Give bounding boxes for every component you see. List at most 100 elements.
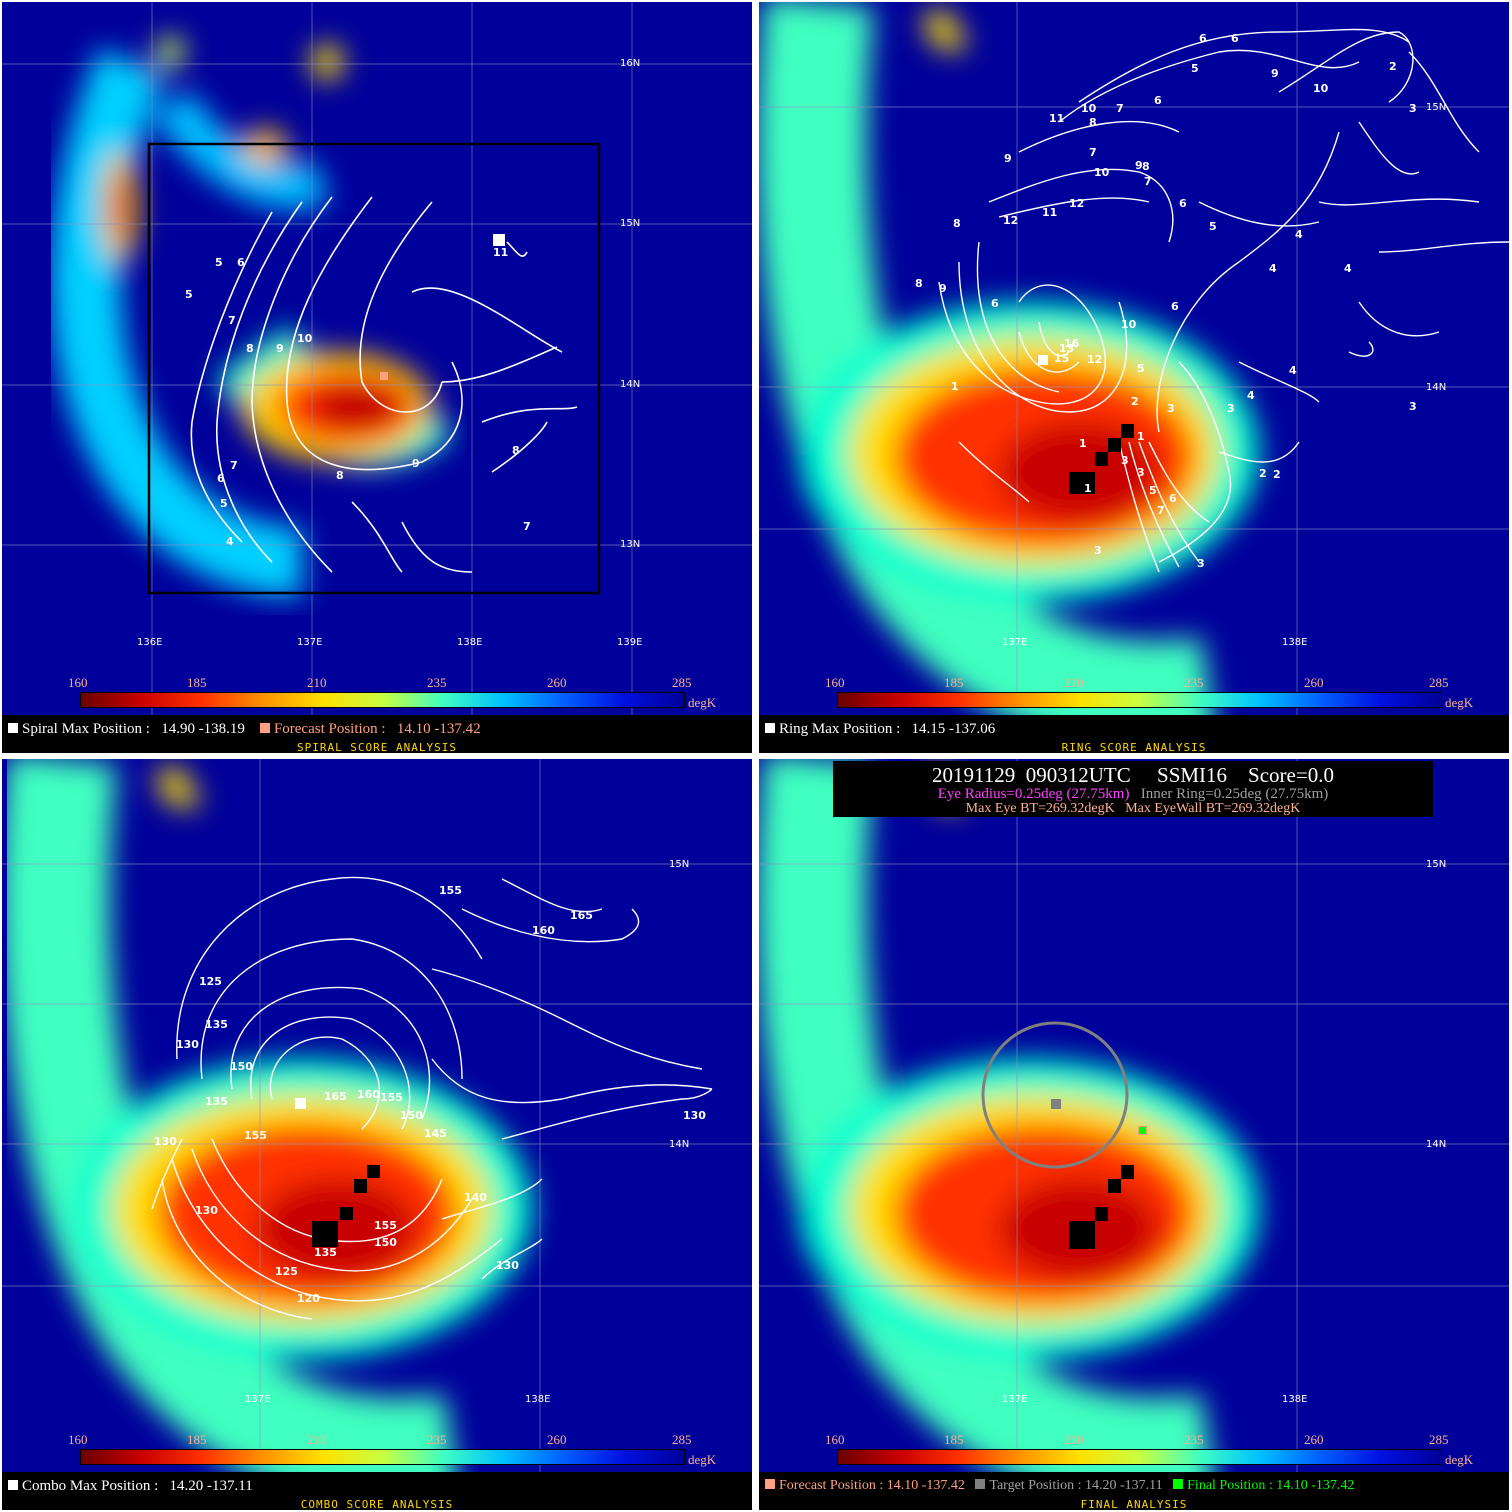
cbar-tick: 235 bbox=[427, 1432, 447, 1447]
contour-label: 11 bbox=[1049, 112, 1064, 125]
contour-label: 6 bbox=[1179, 197, 1187, 210]
contour-label: 10 bbox=[1313, 82, 1329, 95]
contour-label: 12 bbox=[1087, 353, 1102, 366]
cbar-unit: degK bbox=[1445, 1452, 1474, 1467]
contour-label: 6 bbox=[1171, 300, 1179, 313]
contour-label: 10 bbox=[1121, 318, 1137, 331]
contour-label: 3 bbox=[1409, 400, 1417, 413]
cbar-tick: 210 bbox=[1064, 675, 1084, 690]
contour-label: 4 bbox=[1289, 364, 1297, 377]
colorbar bbox=[837, 692, 1442, 708]
contour-label: 150 bbox=[230, 1060, 253, 1073]
contour-label: 5 bbox=[1209, 220, 1217, 233]
cbar-tick: 285 bbox=[672, 675, 692, 690]
inner-ring-circle bbox=[981, 1021, 1129, 1169]
ring-title: RING SCORE ANALYSIS bbox=[1061, 741, 1207, 753]
contour-label: 135 bbox=[205, 1018, 228, 1031]
colorbar bbox=[80, 692, 685, 708]
contour-label: 6 bbox=[1199, 32, 1207, 45]
contour-label: 3 bbox=[1197, 557, 1205, 570]
lat-label: 14N bbox=[620, 379, 641, 390]
contour-label: 5 bbox=[215, 256, 223, 269]
contour-label: 5 bbox=[1149, 484, 1157, 497]
contour-label: 9 bbox=[1271, 67, 1279, 80]
ring-max-marker bbox=[1038, 355, 1048, 365]
contour-label: 2 bbox=[1259, 467, 1267, 480]
combo-contours bbox=[151, 876, 713, 1320]
square-icon bbox=[259, 723, 270, 733]
cbar-tick: 160 bbox=[825, 675, 845, 690]
contour-label: 6 bbox=[217, 472, 225, 485]
contour-label: 10 bbox=[1094, 166, 1110, 179]
forecast-marker bbox=[380, 372, 388, 380]
lon-label: 138E bbox=[525, 1394, 551, 1405]
contour-label: 165 bbox=[570, 909, 593, 922]
contour-label: 15 bbox=[1054, 352, 1069, 365]
contour-label: 8 bbox=[512, 444, 520, 457]
lat-label: 15N bbox=[1426, 102, 1447, 113]
combo-title: COMBO SCORE ANALYSIS bbox=[300, 1498, 454, 1510]
lon-label: 137E bbox=[1002, 1394, 1028, 1405]
header-line: 20191129 090312UTC SSMI16 Score=0.0 bbox=[932, 763, 1334, 787]
spiral-max-value: 14.90 -138.19 bbox=[161, 721, 245, 737]
spiral-max-marker bbox=[493, 234, 505, 246]
contour-label: 2 bbox=[1273, 468, 1281, 481]
combo-max-marker bbox=[295, 1098, 306, 1109]
final-map bbox=[759, 759, 1509, 1472]
contour-label: 5 bbox=[220, 497, 228, 510]
contour-label: 10 bbox=[1081, 102, 1097, 115]
contour-label: 155 bbox=[374, 1219, 397, 1232]
contour-label: 130 bbox=[496, 1259, 519, 1272]
contour-label: 1 bbox=[1079, 437, 1087, 450]
target-marker bbox=[1051, 1099, 1061, 1109]
lon-label: 137E bbox=[1002, 637, 1028, 648]
contour-label: 8 bbox=[953, 217, 961, 230]
final-panel: 20191129 090312UTC SSMI16 Score=0.0 Eye … bbox=[759, 759, 1509, 1510]
contour-label: 2 bbox=[1131, 395, 1139, 408]
contour-label: 130 bbox=[195, 1204, 218, 1217]
combo-max-label: Combo Max Position : bbox=[22, 1478, 159, 1494]
contour-label: 8 bbox=[1089, 116, 1097, 129]
combo-max-value: 14.20 -137.11 bbox=[169, 1478, 253, 1494]
contour-label: 8 bbox=[1142, 160, 1150, 173]
contour-label: 120 bbox=[297, 1292, 320, 1305]
contour-label: 125 bbox=[275, 1265, 298, 1278]
contour-label: 5 bbox=[1191, 62, 1199, 75]
spiral-footer: Spiral Max Position : 14.90 -138.19 Fore… bbox=[2, 715, 752, 753]
contour-label: 165 bbox=[324, 1090, 347, 1103]
cbar-tick: 235 bbox=[1184, 1432, 1204, 1447]
contour-label: 6 bbox=[237, 256, 245, 269]
ring-max-value: 14.15 -137.06 bbox=[911, 721, 996, 737]
contour-label: 155 bbox=[244, 1129, 267, 1142]
cbar-tick: 260 bbox=[1304, 675, 1324, 690]
contour-label: 4 bbox=[1344, 262, 1352, 275]
cbar-tick: 285 bbox=[1429, 1432, 1449, 1447]
contour-label: 4 bbox=[1269, 262, 1277, 275]
lon-label: 136E bbox=[137, 637, 163, 648]
contour-label: 150 bbox=[400, 1109, 423, 1122]
contour-label: 3 bbox=[1167, 402, 1175, 415]
contour-label: 7 bbox=[1144, 175, 1152, 188]
final-forecast-label: Forecast Position : 14.10 -137.42 bbox=[779, 1478, 965, 1493]
contour-label: 7 bbox=[1157, 504, 1165, 517]
lon-label: 137E bbox=[297, 637, 323, 648]
contour-label: 4 bbox=[1247, 389, 1255, 402]
contour-label: 160 bbox=[357, 1088, 380, 1101]
ring-max-label: Ring Max Position : bbox=[779, 721, 901, 737]
contour-label: 7 bbox=[228, 314, 236, 327]
cbar-tick: 210 bbox=[307, 1432, 327, 1447]
cbar-tick: 210 bbox=[1064, 1432, 1084, 1447]
cbar-tick: 185 bbox=[944, 675, 964, 690]
cbar-tick: 235 bbox=[1184, 675, 1204, 690]
contour-label: 7 bbox=[230, 459, 238, 472]
contour-label: 4 bbox=[1295, 228, 1303, 241]
contour-label: 6 bbox=[1231, 32, 1239, 45]
contour-label: 2 bbox=[1389, 60, 1397, 73]
contour-label: 6 bbox=[991, 297, 999, 310]
cbar-tick: 185 bbox=[187, 675, 207, 690]
colorbar bbox=[837, 1449, 1442, 1465]
square-icon bbox=[8, 1480, 18, 1490]
contour-label: 9 bbox=[939, 282, 947, 295]
contour-label: 125 bbox=[199, 975, 222, 988]
